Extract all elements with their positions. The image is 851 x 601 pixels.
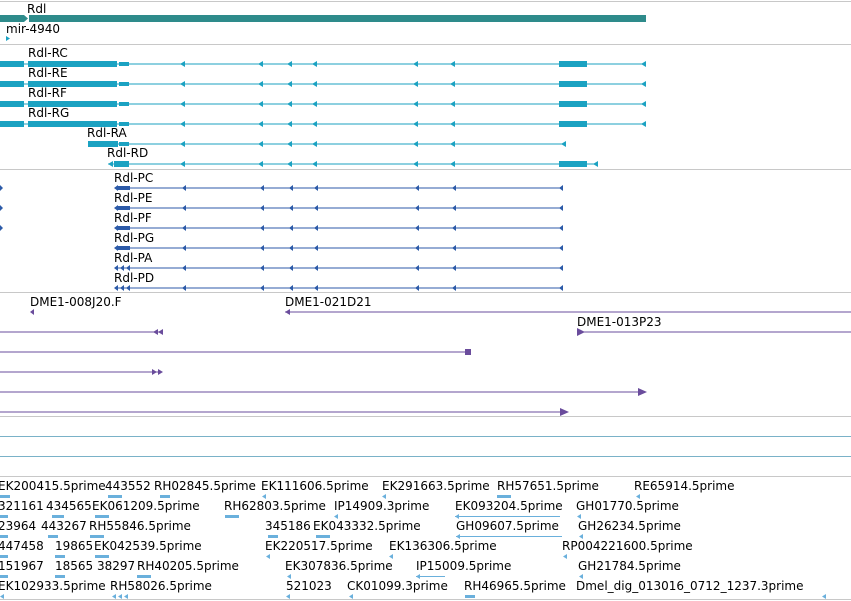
est-label[interactable]: RH57651.5prime: [497, 479, 599, 493]
mirna-feature[interactable]: mir-4940: [6, 22, 60, 41]
protein-label: Rdl-PD: [114, 271, 154, 285]
transcript-label: Rdl-RG: [28, 106, 69, 120]
est-label[interactable]: 521023: [286, 579, 332, 593]
mirna-label: mir-4940: [6, 22, 60, 36]
transcript-rg[interactable]: Rdl-RG: [0, 106, 646, 127]
gene-feature[interactable]: Rdl: [0, 2, 646, 22]
est-label[interactable]: GH01770.5prime: [576, 499, 679, 513]
est-label[interactable]: 18565: [55, 559, 93, 573]
est-label[interactable]: EK136306.5prime: [389, 539, 497, 553]
est-label[interactable]: 443267: [41, 519, 87, 533]
est-label[interactable]: 345186: [265, 519, 311, 533]
transcript-label: Rdl-RD: [107, 146, 148, 160]
est-label[interactable]: GH26234.5prime: [578, 519, 681, 533]
protein-label: Rdl-PG: [114, 231, 154, 245]
protein-pc[interactable]: Rdl-PC: [0, 171, 563, 191]
est-label[interactable]: GH09607.5prime: [456, 519, 559, 533]
transcript-label: Rdl-RA: [87, 126, 127, 140]
est-label[interactable]: RH62803.5prime: [224, 499, 326, 513]
est-label[interactable]: 434565: [46, 499, 92, 513]
empty-tracks: [0, 436, 851, 457]
est-label[interactable]: 447458: [0, 539, 44, 553]
est-label[interactable]: EK042539.5prime: [94, 539, 202, 553]
est-label[interactable]: EK200415.5prime: [0, 479, 106, 493]
est-label[interactable]: EK111606.5prime: [261, 479, 369, 493]
protein-label: Rdl-PF: [114, 211, 152, 225]
transcript-label: Rdl-RE: [28, 66, 68, 80]
clone-label: DME1-013P23: [577, 315, 662, 329]
est-label[interactable]: RH46965.5prime: [464, 579, 566, 593]
transcript-rd[interactable]: Rdl-RD: [107, 146, 598, 167]
transcript-label: Rdl-RF: [28, 86, 67, 100]
protein-label: Rdl-PA: [114, 251, 153, 265]
clone-row-2[interactable]: [0, 349, 471, 355]
est-label[interactable]: RH02845.5prime: [154, 479, 256, 493]
est-label[interactable]: GH21784.5prime: [578, 559, 681, 573]
clone-row-5[interactable]: [0, 408, 569, 416]
est-label[interactable]: 443552: [105, 479, 151, 493]
protein-pg[interactable]: Rdl-PG: [114, 231, 563, 251]
est-label[interactable]: 151967: [0, 559, 44, 573]
protein-pf[interactable]: Rdl-PF: [0, 211, 563, 231]
transcript-tracks: Rdl-RC Rdl-RE: [0, 46, 646, 167]
est-label[interactable]: RH55846.5prime: [89, 519, 191, 533]
clone-row-3[interactable]: [0, 369, 163, 375]
gene-label: Rdl: [27, 2, 46, 16]
protein-pe[interactable]: Rdl-PE: [0, 191, 563, 211]
est-label[interactable]: EK307836.5prime: [285, 559, 393, 573]
clone-row-4[interactable]: [0, 388, 647, 396]
est-label[interactable]: RP004221600.5prime: [562, 539, 693, 553]
transcript-label: Rdl-RC: [28, 46, 68, 60]
est-label[interactable]: EK102933.5prime: [0, 579, 106, 593]
clone-row-1[interactable]: [0, 329, 163, 335]
est-label[interactable]: IP14909.3prime: [334, 499, 429, 513]
est-label[interactable]: EK043332.5prime: [313, 519, 421, 533]
transcript-rc[interactable]: Rdl-RC: [0, 46, 646, 67]
protein-label: Rdl-PE: [114, 191, 152, 205]
est-labels: EK200415.5prime 443552 RH02845.5prime EK…: [0, 479, 804, 593]
transcript-re[interactable]: Rdl-RE: [0, 66, 646, 87]
est-label[interactable]: EK220517.5prime: [265, 539, 373, 553]
clone-021d21[interactable]: DME1-021D21: [285, 295, 851, 315]
est-marks: [0, 494, 826, 599]
est-label[interactable]: EK291663.5prime: [382, 479, 490, 493]
clone-tracks: DME1-008J20.F DME1-021D21 DME1-013P23: [0, 295, 851, 416]
clone-008j20[interactable]: DME1-008J20.F: [30, 295, 122, 315]
est-label[interactable]: Dmel_dig_013016_0712_1237.3prime: [576, 579, 804, 593]
est-label[interactable]: 23964: [0, 519, 36, 533]
clone-label: DME1-008J20.F: [30, 295, 122, 309]
est-label[interactable]: RH40205.5prime: [137, 559, 239, 573]
est-label[interactable]: CK01099.3prime: [347, 579, 448, 593]
transcript-ra[interactable]: Rdl-RA: [87, 126, 566, 147]
est-label[interactable]: RH58026.5prime: [110, 579, 212, 593]
est-label[interactable]: 19865: [55, 539, 93, 553]
protein-pa[interactable]: Rdl-PA: [114, 251, 563, 271]
est-label[interactable]: EK061209.5prime: [92, 499, 200, 513]
protein-tracks: Rdl-PC Rdl-PE: [0, 171, 563, 291]
clone-013p23[interactable]: DME1-013P23: [577, 315, 851, 336]
protein-label: Rdl-PC: [114, 171, 153, 185]
est-label[interactable]: EK093204.5prime: [455, 499, 563, 513]
clone-label: DME1-021D21: [285, 295, 372, 309]
est-label[interactable]: 321161: [0, 499, 44, 513]
protein-pd[interactable]: Rdl-PD: [114, 271, 563, 291]
est-label[interactable]: 38297: [97, 559, 135, 573]
est-label[interactable]: IP15009.5prime: [416, 559, 511, 573]
est-label[interactable]: RE65914.5prime: [634, 479, 735, 493]
transcript-rf[interactable]: Rdl-RF: [0, 86, 646, 107]
